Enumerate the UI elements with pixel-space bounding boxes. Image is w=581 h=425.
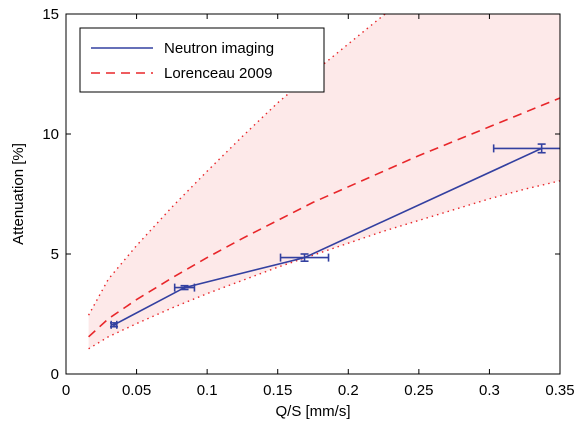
legend: Neutron imaging Lorenceau 2009 — [79, 27, 325, 93]
axes: 0 0.05 0.1 0.15 0.2 0.25 0.3 0.35 0 5 10 15 — [42, 6, 574, 399]
y-tick-label: 0 — [51, 366, 59, 383]
x-tick-label: 0.25 — [404, 382, 433, 399]
series-lorenceau-2009-line — [88, 97, 560, 338]
data-point-neutron-imaging — [173, 283, 196, 292]
legend-label-neutron-imaging: Neutron imaging — [164, 40, 274, 57]
data-point-neutron-imaging — [279, 253, 330, 263]
x-tick-label: 0.15 — [263, 382, 292, 399]
series-neutron-imaging-line — [113, 147, 542, 326]
plot-frame — [65, 13, 561, 375]
y-axis-title: Attenuation [%] — [10, 143, 27, 245]
band-fill — [88, 14, 560, 349]
y-tick-label: 5 — [51, 246, 59, 263]
band-lower-line — [88, 180, 560, 350]
x-tick-label: 0.1 — [197, 382, 218, 399]
y-tick-label: 10 — [42, 126, 59, 143]
data-point-neutron-imaging — [492, 143, 560, 154]
y-tick-label: 15 — [42, 6, 59, 23]
legend-box — [79, 27, 325, 93]
x-tick-label: 0.2 — [338, 382, 359, 399]
x-tick-label: 0.3 — [479, 382, 500, 399]
data-point-neutron-imaging — [109, 320, 118, 329]
x-tick-label: 0 — [62, 382, 70, 399]
x-tick-label: 0.05 — [122, 382, 151, 399]
legend-label-lorenceau-2009: Lorenceau 2009 — [164, 65, 272, 82]
plot-area — [87, 14, 560, 350]
x-axis-title: Q/S [mm/s] — [276, 403, 351, 420]
x-tick-label: 0.35 — [545, 382, 574, 399]
